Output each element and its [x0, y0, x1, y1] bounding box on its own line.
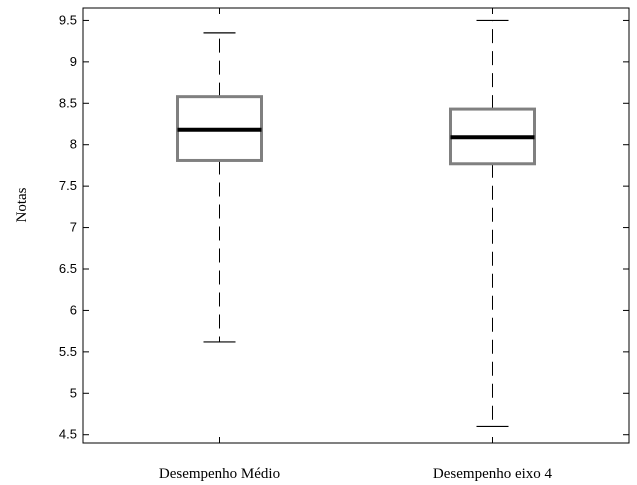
x-axis: Desempenho Médio Desempenho eixo 4 [159, 8, 553, 482]
y-tick-label: 9.5 [59, 12, 77, 27]
y-tick-label: 5.5 [59, 344, 77, 359]
boxes [176, 19, 536, 428]
y-tick-label: 4.5 [59, 427, 77, 442]
box-1 [176, 32, 263, 343]
y-tick-label: 8 [70, 137, 77, 152]
y-tick-label: 8.5 [59, 95, 77, 110]
y-tick-label: 9 [70, 54, 77, 69]
y-tick-label: 7 [70, 220, 77, 235]
plot-area [82, 7, 630, 444]
box-2 [449, 19, 536, 428]
y-axis-title: Notas [14, 187, 30, 222]
category-label: Desempenho eixo 4 [433, 466, 553, 482]
category-label: Desempenho Médio [159, 466, 280, 482]
y-tick-label: 6 [70, 302, 77, 317]
y-tick-label: 5 [70, 385, 77, 400]
y-tick-label: 7.5 [59, 178, 77, 193]
y-axis: 4.5 5 5.5 6 6.5 7 7.5 8 8.5 9 9.5 [59, 12, 629, 442]
y-tick-label: 6.5 [59, 261, 77, 276]
